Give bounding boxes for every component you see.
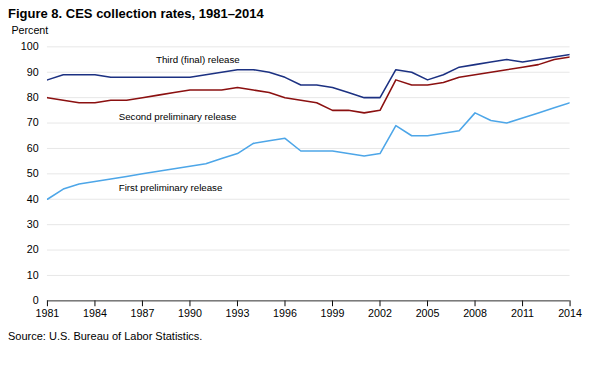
svg-text:1996: 1996 [273,307,297,319]
svg-text:1990: 1990 [178,307,202,319]
svg-text:2014: 2014 [558,307,582,319]
svg-text:100: 100 [21,40,39,52]
svg-text:Percent: Percent [11,24,48,36]
svg-text:Third (final) release: Third (final) release [156,54,240,65]
svg-text:2011: 2011 [511,307,534,319]
svg-text:2008: 2008 [463,307,487,319]
html-text:Figure 8. CES collection rates: Figure 8. CES collection rates, 1981–201… [8,6,264,21]
svg-text:10: 10 [27,269,39,281]
svg-text:30: 30 [27,218,39,230]
svg-text:50: 50 [27,167,39,179]
svg-text:70: 70 [27,116,39,128]
svg-text:40: 40 [27,193,39,205]
svg-text:First preliminary release: First preliminary release [119,182,223,193]
svg-text:1999: 1999 [321,307,345,319]
svg-text:80: 80 [27,91,39,103]
svg-text:20: 20 [27,243,39,255]
svg-text:60: 60 [27,142,39,154]
svg-text:1987: 1987 [131,307,155,319]
svg-text:2005: 2005 [416,307,440,319]
svg-text:1993: 1993 [226,307,250,319]
svg-text:1984: 1984 [83,307,107,319]
svg-text:1981: 1981 [36,307,60,319]
html-text:Source: U.S. Bureau of Labor S: Source: U.S. Bureau of Labor Statistics. [8,329,203,342]
svg-text:Second preliminary release: Second preliminary release [119,111,237,122]
svg-text:90: 90 [27,66,39,78]
svg-text:2002: 2002 [368,307,392,319]
svg-text:0: 0 [33,294,39,306]
